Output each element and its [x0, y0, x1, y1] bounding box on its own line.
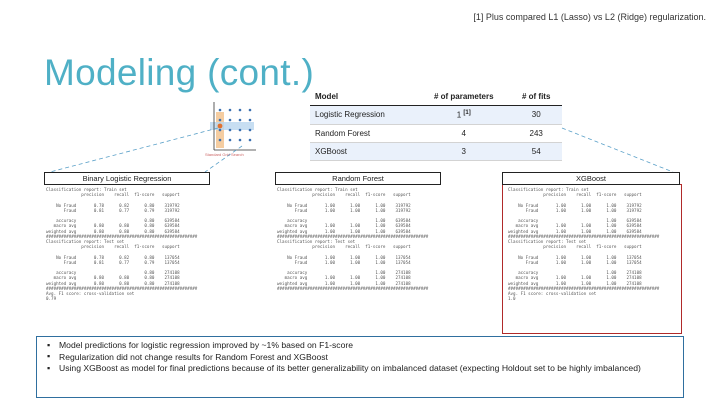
panel-title-xgboost: XGBoost [502, 172, 680, 185]
table-row: Random Forest 4 243 [310, 124, 562, 143]
params-cell: 3 [417, 142, 511, 161]
report-logistic: Classification report: Train set precisi… [46, 187, 198, 302]
panel-title-random-forest: Random Forest [275, 172, 441, 185]
table-row: XGBoost 3 54 [310, 142, 562, 161]
table-row: Logistic Regression 1 [1] 30 [310, 105, 562, 125]
bullet-item: Regularization did not change results fo… [47, 351, 675, 364]
model-cell: Logistic Regression [310, 105, 418, 125]
fits-cell: 243 [510, 124, 562, 143]
model-cell: XGBoost [310, 142, 418, 161]
model-cell: Random Forest [310, 124, 418, 143]
footnote-ref: [1] [463, 110, 471, 116]
col-params: # of parameters [417, 88, 511, 106]
conclusions-box: Model predictions for logistic regressio… [36, 336, 684, 398]
report-xgboost: Classification report: Train set precisi… [508, 187, 660, 302]
report-random-forest: Classification report: Train set precisi… [277, 187, 429, 291]
bullet-item: Using XGBoost as model for final predict… [47, 363, 675, 375]
parameters-table: Model # of parameters # of fits Logistic… [310, 88, 562, 161]
footnote: [1] Plus compared L1 (Lasso) vs L2 (Ridg… [473, 12, 706, 22]
slide-title: Modeling (cont.) [44, 52, 315, 93]
params-cell: 1 [1] [417, 105, 511, 125]
params-cell: 4 [417, 124, 511, 143]
fits-cell: 30 [510, 105, 562, 125]
grid-search-diagram [210, 102, 256, 151]
col-fits: # of fits [510, 88, 562, 106]
bullet-item: Model predictions for logistic regressio… [47, 340, 675, 352]
fits-cell: 54 [510, 142, 562, 161]
col-model: Model [310, 88, 418, 106]
diagram-caption: Standard Grid Search [205, 152, 244, 157]
panel-title-logistic: Binary Logistic Regression [44, 172, 210, 185]
